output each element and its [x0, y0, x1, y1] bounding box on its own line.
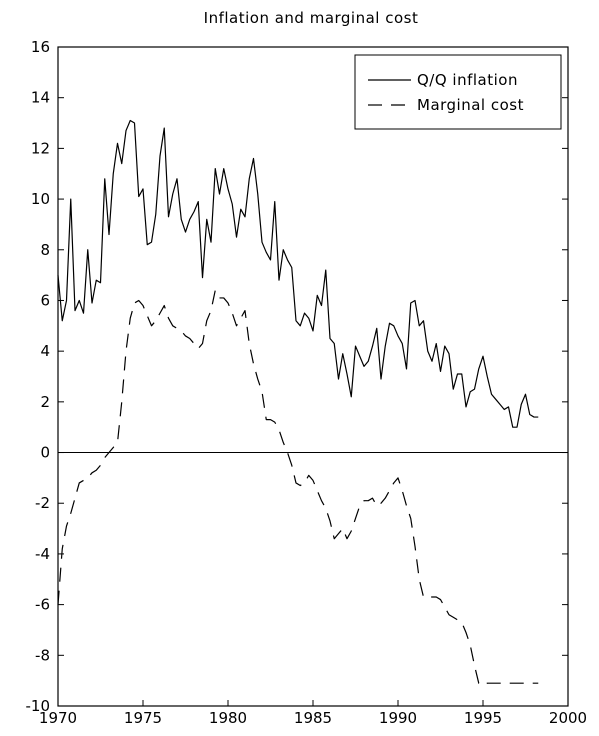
x-tick-label: 1995	[464, 709, 502, 727]
y-axis: -10 -8 -6 -4 -2 0 2 4 6 8 10 12 14 16	[26, 38, 568, 715]
plot-frame	[57, 46, 569, 707]
x-tick-label: 1980	[209, 709, 247, 727]
y-tick-label: 0	[40, 444, 50, 462]
y-tick-label: 8	[40, 241, 50, 259]
series-line-inflation	[57, 119, 539, 428]
x-tick-label: 1985	[294, 709, 332, 727]
y-tick-label: 2	[40, 393, 50, 411]
legend-box	[354, 54, 562, 130]
y-tick-label: 12	[31, 139, 50, 157]
series-layer	[57, 119, 539, 687]
y-tick-label: 4	[40, 342, 50, 360]
y-tick-label: -4	[35, 545, 50, 563]
y-tick-label: -6	[35, 596, 50, 614]
series-line-marginal-cost	[57, 289, 539, 687]
legend-label-marginal-cost: Marginal cost	[417, 96, 524, 114]
chart-title: Inflation and marginal cost	[204, 9, 419, 27]
x-tick-label: 1975	[124, 709, 162, 727]
y-tick-label: -8	[35, 646, 50, 664]
y-tick-label: 16	[31, 38, 50, 56]
x-tick-label: 1970	[39, 709, 77, 727]
x-axis: 1970 1975 1980 1985 1990 1995 2000	[39, 700, 587, 727]
y-tick-label: 14	[31, 89, 50, 107]
x-tick-label: 2000	[549, 709, 587, 727]
x-tick-label: 1990	[379, 709, 417, 727]
y-tick-label: -2	[35, 494, 50, 512]
y-tick-label: 6	[40, 291, 50, 309]
legend: Q/Q inflation Marginal cost	[354, 54, 562, 130]
legend-label-inflation: Q/Q inflation	[417, 71, 518, 89]
y-tick-label: -10	[26, 697, 51, 715]
y-tick-label: 10	[31, 190, 50, 208]
